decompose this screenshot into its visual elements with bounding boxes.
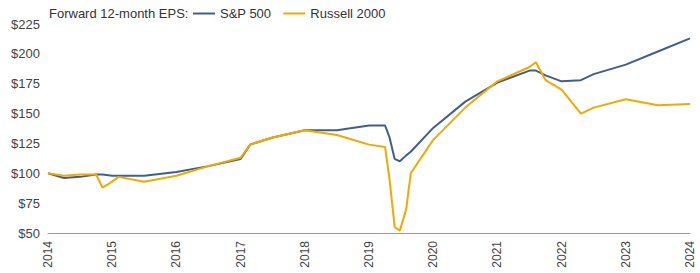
svg-text:2020: 2020 xyxy=(426,241,440,268)
svg-text:2015: 2015 xyxy=(105,241,119,268)
svg-text:Russell 2000: Russell 2000 xyxy=(310,6,385,21)
svg-text:2023: 2023 xyxy=(619,241,633,268)
svg-text:$150: $150 xyxy=(11,106,40,121)
svg-text:2021: 2021 xyxy=(490,241,504,268)
svg-text:S&P 500: S&P 500 xyxy=(220,6,271,21)
svg-text:2022: 2022 xyxy=(555,241,569,268)
svg-text:$125: $125 xyxy=(11,136,40,151)
svg-text:$225: $225 xyxy=(11,17,40,32)
svg-text:2024: 2024 xyxy=(683,241,697,268)
svg-text:$50: $50 xyxy=(18,226,40,241)
svg-text:$75: $75 xyxy=(18,196,40,211)
svg-text:Forward 12-month EPS:: Forward 12-month EPS: xyxy=(49,6,188,21)
svg-text:$175: $175 xyxy=(11,76,40,91)
svg-text:2017: 2017 xyxy=(234,241,248,268)
svg-text:$100: $100 xyxy=(11,166,40,181)
svg-text:$200: $200 xyxy=(11,46,40,61)
svg-text:2018: 2018 xyxy=(298,241,312,268)
svg-text:2019: 2019 xyxy=(362,241,376,268)
svg-text:2016: 2016 xyxy=(169,241,183,268)
svg-text:2014: 2014 xyxy=(41,241,55,268)
